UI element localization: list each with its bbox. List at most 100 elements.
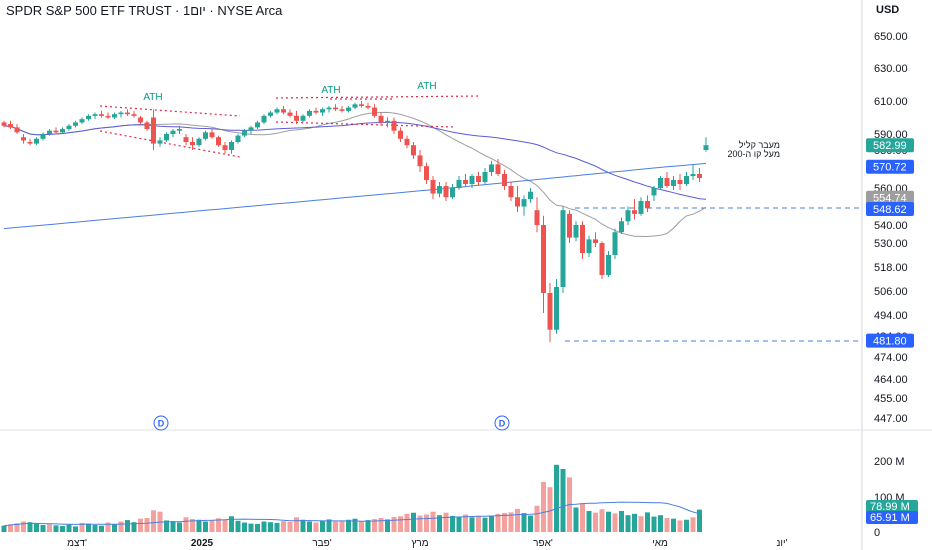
- volume-bar: [255, 523, 260, 532]
- candle-body: [593, 239, 598, 243]
- candle-body: [196, 138, 202, 146]
- candle-body: [99, 114, 104, 116]
- volume-bar: [216, 518, 221, 532]
- candle-body: [424, 166, 429, 180]
- candle-body: [242, 130, 247, 136]
- candle-body: [183, 137, 189, 142]
- candle-body: [352, 104, 358, 108]
- trendline-0: [99, 105, 241, 117]
- volume-bar: [235, 520, 241, 532]
- candle-body: [307, 110, 312, 116]
- volume-bar: [53, 525, 59, 532]
- x-tick-label: אפר': [533, 538, 553, 549]
- volume-bar: [580, 503, 585, 532]
- candle-body: [255, 122, 260, 128]
- volume-bar: [326, 519, 332, 532]
- candle-body: [34, 138, 39, 144]
- volume-bar: [131, 522, 137, 532]
- candle-body: [79, 119, 85, 123]
- volume-label: 65.91 M: [870, 512, 910, 524]
- volume-label-bg: [866, 511, 918, 524]
- candle-body: [528, 191, 533, 200]
- volume-bar: [599, 509, 605, 532]
- volume-bar: [248, 523, 254, 532]
- candle-body: [60, 129, 65, 133]
- price-label-bg: [866, 190, 914, 205]
- volume-bar: [112, 524, 117, 532]
- volume-bar: [619, 511, 624, 532]
- volume-bar: [450, 515, 455, 532]
- y-tick-label: 474.00: [874, 352, 908, 364]
- candle-body: [118, 112, 124, 115]
- price-label-bg: [866, 138, 914, 153]
- trendline-2: [275, 95, 481, 99]
- y-tick-label: 590.00: [874, 129, 908, 141]
- currency-label[interactable]: USD: [876, 4, 900, 16]
- volume-bar: [443, 512, 449, 532]
- candle-body: [554, 287, 559, 330]
- candle-body: [216, 137, 221, 146]
- candle-body: [599, 243, 605, 275]
- volume-bar: [47, 524, 52, 532]
- volume-bar: [690, 517, 696, 532]
- ma-200-line: [3, 162, 707, 230]
- volume-bar: [684, 519, 689, 532]
- candle-body: [268, 112, 273, 116]
- axes: 650.00630.00610.00590.00580.00570.00560.…: [67, 31, 918, 549]
- volume-bar: [86, 523, 91, 532]
- ath-label-2: ATH: [417, 81, 436, 92]
- candle-body: [92, 114, 98, 116]
- volume-bar: [92, 525, 98, 532]
- volume-bar: [573, 507, 579, 532]
- volume-bar: [125, 520, 130, 532]
- volume-bar: [203, 521, 208, 532]
- candle-body: [495, 164, 501, 174]
- volume-label-bg: [866, 500, 918, 513]
- candle-body: [645, 200, 650, 209]
- x-tick-label: יונ': [776, 538, 787, 549]
- volume-tick-label: 200 M: [874, 456, 905, 468]
- volume-bar: [404, 513, 410, 532]
- volume-bar: [73, 526, 78, 532]
- candle-body: [1, 122, 7, 126]
- trendlines: [99, 95, 862, 342]
- candle-body: [404, 138, 410, 146]
- candle-body: [339, 109, 345, 111]
- candle-body: [417, 155, 423, 167]
- candle-body: [8, 124, 13, 128]
- moving-averages: [3, 111, 707, 238]
- candle-body: [222, 145, 228, 150]
- volume-bar: [372, 519, 377, 532]
- candle-body: [567, 213, 572, 238]
- dividend-marker-1: [494, 415, 510, 431]
- candle-body: [632, 210, 637, 214]
- volume-bar: [541, 481, 546, 532]
- candle-body: [489, 164, 494, 172]
- volume-bar: [177, 522, 182, 532]
- candle-body: [300, 115, 306, 121]
- volume-bar: [456, 516, 462, 532]
- candle-body: [450, 188, 455, 198]
- volume-bar: [79, 522, 85, 532]
- volume-bar: [294, 517, 299, 532]
- candle-body: [684, 176, 689, 184]
- candle-body: [326, 107, 332, 110]
- candle-body: [66, 125, 72, 130]
- candle-body: [235, 135, 241, 142]
- volume-bar: [170, 521, 176, 532]
- candle-body: [411, 145, 416, 156]
- volume-bar: [638, 516, 644, 532]
- candle-body: [690, 174, 696, 176]
- volume-bar: [424, 514, 429, 532]
- volume-bar: [385, 519, 390, 532]
- volume-bar: [352, 518, 358, 532]
- volume-bar: [560, 469, 566, 532]
- candle-body: [703, 145, 709, 150]
- price-label: 481.80: [873, 336, 907, 348]
- volume-bar: [196, 519, 202, 532]
- volume-bar: [105, 522, 111, 532]
- candle-body: [157, 140, 163, 144]
- candle-body: [625, 210, 631, 222]
